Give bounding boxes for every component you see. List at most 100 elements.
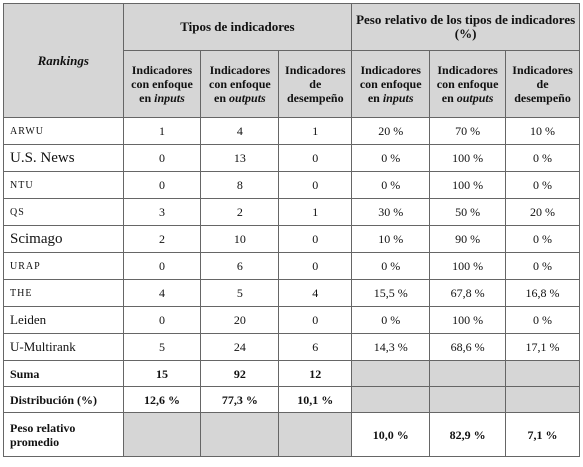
table-part: ARWU 1 4 1 20 % 70 % 10 % U.S. News 0 13 0 0 % 100 %… — [3, 117, 580, 457]
header-text: Indicadores con enfoque en — [209, 63, 271, 105]
cell-value: 4 — [122, 279, 202, 307]
row-label: Distribución (%) — [3, 386, 124, 413]
cell: Indicadores con enfoque en outputs — [429, 50, 507, 118]
cell-value: 0 % — [351, 171, 431, 199]
empty-cell — [351, 360, 431, 387]
cell: Indicadores con enfoque en outputs — [200, 50, 280, 118]
total-value: 92 — [200, 360, 280, 387]
cell-value: 0 — [278, 171, 353, 199]
ranking-name: ARWU — [3, 117, 124, 145]
empty-cell — [122, 412, 202, 457]
header-text: inputs — [382, 91, 414, 105]
total-value: 12,6 % — [122, 386, 202, 413]
ranking-name: URAP — [3, 252, 124, 280]
row: Suma 15 92 12 — [3, 360, 580, 387]
cell-value: 70 % — [429, 117, 507, 145]
cell-value: 0 — [278, 306, 353, 334]
cell-value: 5 — [122, 333, 202, 361]
cell-value: 90 % — [429, 225, 507, 253]
cell-value: 8 — [200, 171, 280, 199]
cell-value: 5 — [200, 279, 280, 307]
cell: Indicadores de desempeño — [278, 50, 353, 118]
cell-value: 20 % — [505, 198, 580, 226]
total-value: 7,1 % — [505, 412, 580, 457]
row: Indicadores con enfoque en inputs Indica… — [4, 50, 580, 118]
row: NTU 0 8 0 0 % 100 % 0 % — [3, 171, 580, 199]
ranking-name: Leiden — [3, 306, 124, 334]
ranking-name: U.S. News — [3, 144, 124, 172]
header-text: Indicadores con enfoque en — [359, 63, 422, 105]
header-text: Indicadores de desempeño — [512, 63, 573, 105]
cell-value: 0 % — [505, 225, 580, 253]
empty-cell — [429, 386, 507, 413]
total-value: 12 — [278, 360, 353, 387]
row-label: Peso relativo promedio — [3, 412, 124, 457]
empty-cell — [278, 412, 353, 457]
cell: Rankings — [3, 3, 124, 118]
row: U.S. News 0 13 0 0 % 100 % 0 % — [3, 144, 580, 172]
total-value: 15 — [122, 360, 202, 387]
row: Distribución (%) 12,6 % 77,3 % 10,1 % — [3, 386, 580, 413]
cell-value: 0 % — [505, 306, 580, 334]
cell-value: 0 — [122, 306, 202, 334]
cell-value: 100 % — [429, 144, 507, 172]
row-label: Suma — [3, 360, 124, 387]
cell-value: 0 — [122, 171, 202, 199]
total-value: 77,3 % — [200, 386, 280, 413]
cell-value: 15,5 % — [351, 279, 431, 307]
cell-value: 14,3 % — [351, 333, 431, 361]
cell-value: 1 — [278, 117, 353, 145]
ranking-name: THE — [3, 279, 124, 307]
header-text: Tipos de indicadores — [180, 19, 295, 34]
header-text: inputs — [154, 91, 185, 105]
cell: Tipos de indicadores — [122, 3, 353, 51]
cell-value: 0 % — [505, 171, 580, 199]
cell-value: 4 — [200, 117, 280, 145]
cell-value: 0 % — [505, 144, 580, 172]
cell-value: 0 — [278, 144, 353, 172]
cell-value: 13 — [200, 144, 280, 172]
table-part: Rankings Tipos de indicadores Peso relat… — [3, 3, 580, 118]
header-text: Indicadores de desempeño — [285, 63, 346, 105]
total-value: 82,9 % — [429, 412, 507, 457]
cell-value: 100 % — [429, 306, 507, 334]
row: QS 3 2 1 30 % 50 % 20 % — [3, 198, 580, 226]
cell-value: 30 % — [351, 198, 431, 226]
cell: Indicadores con enfoque en inputs — [351, 50, 431, 118]
header-text: Indicadores con enfoque en — [131, 63, 193, 105]
table: Rankings Tipos de indicadores Peso relat… — [3, 3, 580, 457]
empty-cell — [505, 386, 580, 413]
cell: Peso relativo de los tipos de indicadore… — [351, 3, 580, 51]
cell-value: 0 — [122, 252, 202, 280]
cell-value: 2 — [200, 198, 280, 226]
cell-value: 24 — [200, 333, 280, 361]
ranking-name: Scimago — [3, 225, 124, 253]
cell-value: 0 % — [351, 306, 431, 334]
total-value: 10,0 % — [351, 412, 431, 457]
cell-value: 2 — [122, 225, 202, 253]
cell-value: 100 % — [429, 252, 507, 280]
cell-value: 10 — [200, 225, 280, 253]
cell-value: 67,8 % — [429, 279, 507, 307]
header-text: outputs — [456, 91, 494, 105]
cell-value: 50 % — [429, 198, 507, 226]
cell-value: 20 — [200, 306, 280, 334]
cell: Indicadores de desempeño — [505, 50, 580, 118]
header-text: Indicadores con enfoque en — [436, 63, 499, 105]
ranking-name: U-Multirank — [3, 333, 124, 361]
cell-value: 1 — [122, 117, 202, 145]
cell-value: 0 % — [505, 252, 580, 280]
header-text: Peso relativo de los tipos de indicadore… — [356, 12, 576, 41]
empty-cell — [505, 360, 580, 387]
cell-value: 68,6 % — [429, 333, 507, 361]
row: Peso relativo promedio 10,0 % 82,9 % 7,1 % — [3, 412, 580, 457]
empty-cell — [351, 386, 431, 413]
header-text: Rankings — [37, 52, 89, 68]
cell-value: 17,1 % — [505, 333, 580, 361]
cell-value: 3 — [122, 198, 202, 226]
cell-value: 0 — [278, 252, 353, 280]
cell-value: 0 % — [351, 144, 431, 172]
cell-value: 6 — [278, 333, 353, 361]
cell-value: 6 — [200, 252, 280, 280]
